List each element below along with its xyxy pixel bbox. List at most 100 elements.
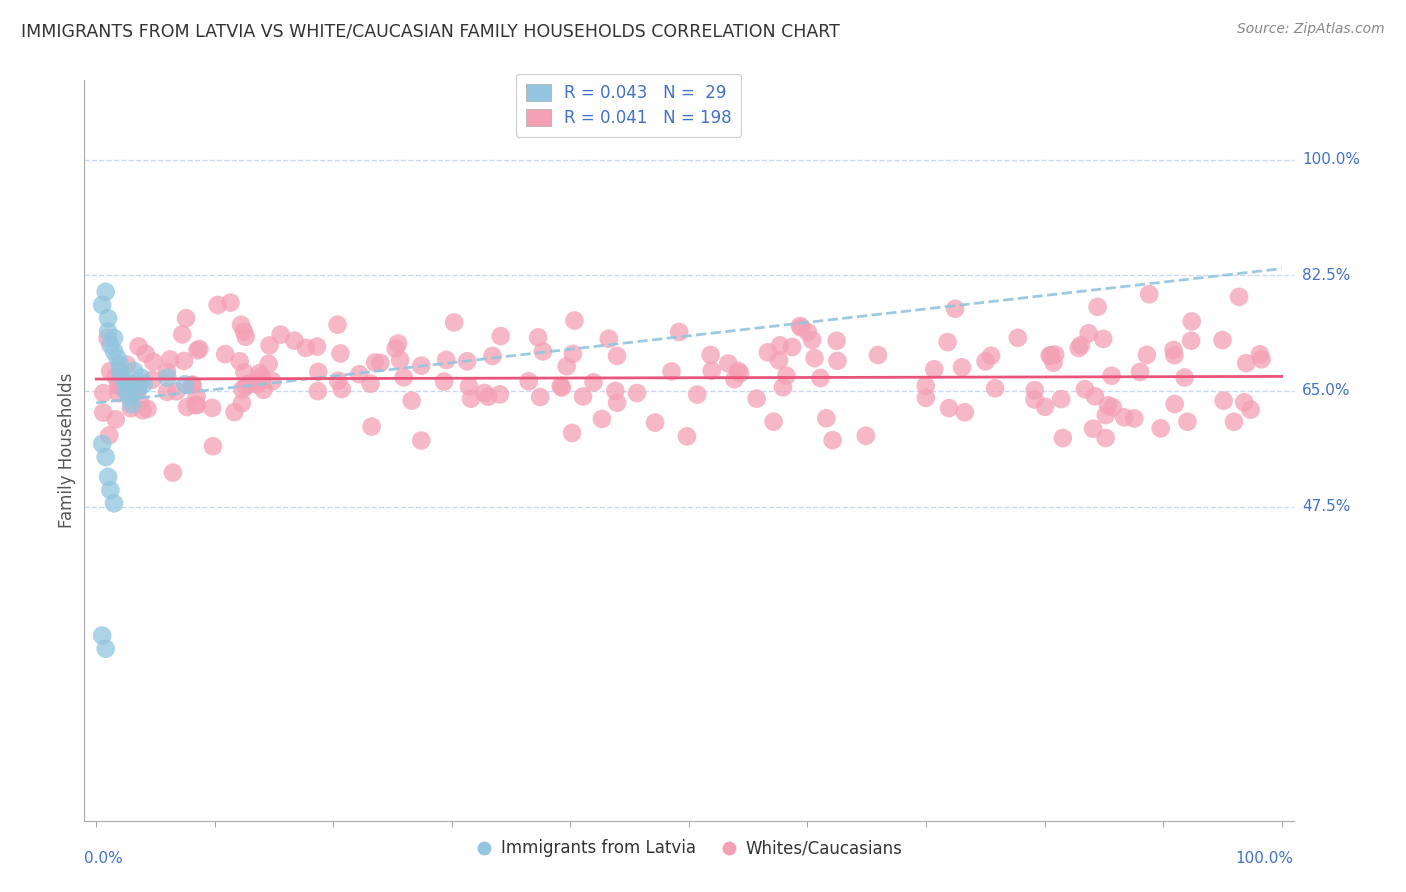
Point xyxy=(938,401,960,416)
Point xyxy=(104,369,127,384)
Point xyxy=(186,389,208,403)
Point xyxy=(103,496,125,510)
Point xyxy=(1123,411,1146,425)
Point xyxy=(91,437,114,451)
Point xyxy=(181,377,204,392)
Point xyxy=(108,358,131,372)
Point xyxy=(1050,392,1073,406)
Point xyxy=(219,295,242,310)
Point xyxy=(756,345,779,359)
Point xyxy=(1234,356,1257,370)
Point xyxy=(107,351,129,365)
Point xyxy=(1233,395,1256,409)
Point xyxy=(364,355,387,369)
Point xyxy=(821,433,844,447)
Point xyxy=(142,355,165,369)
Point xyxy=(606,349,628,363)
Point xyxy=(283,334,305,348)
Point xyxy=(606,396,628,410)
Point xyxy=(159,352,181,367)
Point xyxy=(827,354,849,368)
Point xyxy=(605,384,627,398)
Point xyxy=(115,358,138,372)
Point xyxy=(392,370,415,384)
Point xyxy=(107,386,129,401)
Point xyxy=(922,362,945,376)
Point xyxy=(789,318,811,333)
Point xyxy=(598,332,620,346)
Point xyxy=(943,301,966,316)
Point xyxy=(156,365,179,379)
Legend: Immigrants from Latvia, Whites/Caucasians: Immigrants from Latvia, Whites/Caucasian… xyxy=(468,833,910,864)
Point xyxy=(1163,348,1185,362)
Point xyxy=(328,374,350,388)
Point xyxy=(174,377,197,392)
Point xyxy=(97,311,120,326)
Point xyxy=(96,331,118,345)
Point xyxy=(1101,401,1123,415)
Point xyxy=(231,396,253,410)
Point xyxy=(1024,392,1046,407)
Point xyxy=(107,376,129,391)
Point xyxy=(626,386,648,401)
Point xyxy=(387,336,409,351)
Point xyxy=(329,346,352,360)
Point xyxy=(745,392,768,406)
Point xyxy=(723,372,745,386)
Point xyxy=(984,381,1007,395)
Point xyxy=(349,368,371,382)
Point xyxy=(1070,338,1092,352)
Point xyxy=(1177,415,1199,429)
Point xyxy=(529,390,551,404)
Point xyxy=(974,354,997,368)
Point xyxy=(1223,415,1246,429)
Point xyxy=(121,377,143,392)
Point xyxy=(229,354,252,368)
Point xyxy=(128,339,150,353)
Point xyxy=(1137,287,1160,301)
Point xyxy=(259,338,281,352)
Point xyxy=(717,357,740,371)
Point xyxy=(326,318,349,332)
Text: IMMIGRANTS FROM LATVIA VS WHITE/CAUCASIAN FAMILY HOUSEHOLDS CORRELATION CHART: IMMIGRANTS FROM LATVIA VS WHITE/CAUCASIA… xyxy=(21,22,839,40)
Point xyxy=(686,387,709,401)
Text: 0.0%: 0.0% xyxy=(84,851,124,866)
Point xyxy=(790,320,813,334)
Point xyxy=(246,377,269,392)
Point xyxy=(1074,382,1097,396)
Point xyxy=(156,384,179,399)
Point xyxy=(94,450,117,464)
Point xyxy=(103,331,125,345)
Point xyxy=(936,334,959,349)
Point xyxy=(270,327,292,342)
Point xyxy=(775,368,797,383)
Point xyxy=(360,419,382,434)
Point xyxy=(128,379,150,393)
Text: 100.0%: 100.0% xyxy=(1236,851,1294,866)
Point xyxy=(1163,397,1185,411)
Point xyxy=(330,382,353,396)
Point xyxy=(100,337,122,351)
Point xyxy=(129,370,152,384)
Point xyxy=(1084,389,1107,403)
Point xyxy=(103,344,125,359)
Point xyxy=(474,386,496,401)
Point xyxy=(176,400,198,414)
Point xyxy=(207,298,229,312)
Point xyxy=(307,365,329,379)
Point xyxy=(249,366,271,380)
Point xyxy=(1067,341,1090,355)
Point xyxy=(1249,347,1271,361)
Point xyxy=(231,383,253,397)
Point xyxy=(1095,408,1118,422)
Point xyxy=(186,343,208,358)
Point xyxy=(129,395,152,409)
Point xyxy=(797,325,820,339)
Point xyxy=(186,398,208,412)
Point xyxy=(235,329,257,343)
Point xyxy=(166,384,188,399)
Point xyxy=(1007,331,1029,345)
Point xyxy=(768,353,790,368)
Point xyxy=(1101,368,1123,383)
Point xyxy=(250,374,273,388)
